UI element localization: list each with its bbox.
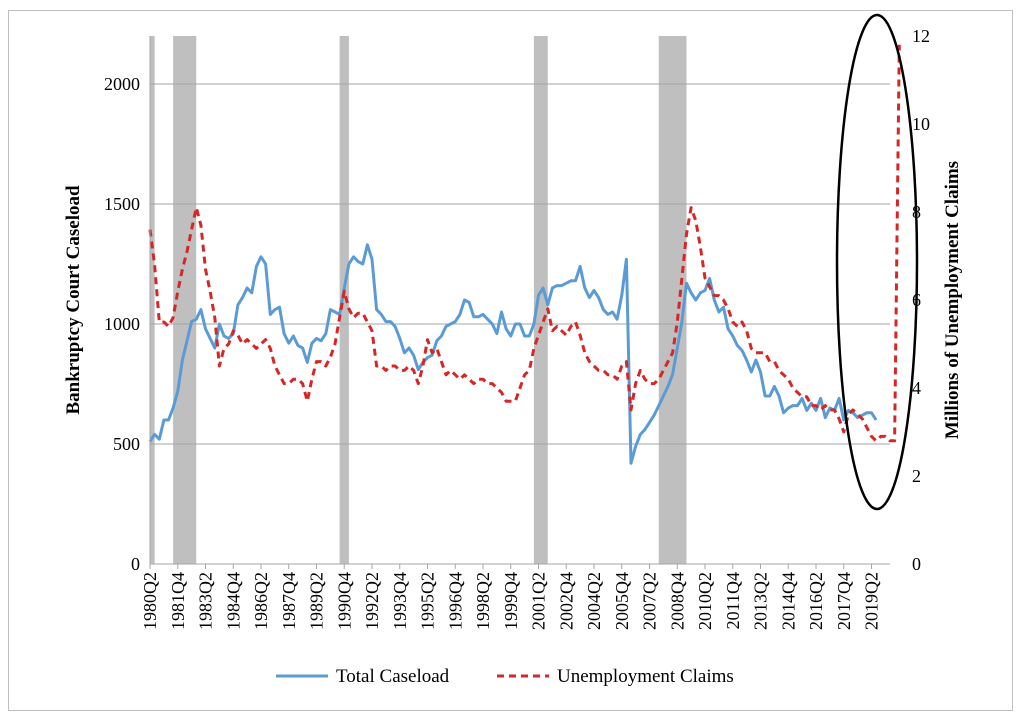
- x-tick-label-2: 1983Q2: [196, 572, 216, 630]
- left-tick-label-3: 1500: [104, 194, 140, 214]
- legend-label-caseload: Total Caseload: [336, 666, 450, 687]
- recession-band-2: [339, 36, 349, 564]
- highlight-ellipse: [835, 13, 919, 511]
- recession-band-0: [150, 36, 155, 564]
- x-tick-label-23: 2014Q4: [778, 572, 798, 630]
- gridlines: [150, 83, 890, 445]
- chart-frame: [8, 10, 1013, 711]
- x-axis-ticks: 1980Q2 1981Q4 1983Q2 1984Q4 1986Q2 1987Q4 1989…: [140, 564, 882, 630]
- series-lines: [148, 44, 901, 465]
- right-axis-title: Millions of Unemployment Claims: [942, 161, 963, 439]
- recession-band-1: [173, 36, 197, 564]
- x-tick-label-20: 2010Q2: [695, 572, 715, 630]
- x-tick-label-6: 1989Q2: [307, 572, 327, 630]
- x-tick-label-1: 1981Q4: [168, 572, 188, 630]
- x-tick-label-12: 1998Q2: [473, 572, 493, 630]
- x-tick-label-19: 2008Q4: [667, 572, 687, 630]
- x-tick-label-0: 1980Q2: [140, 572, 160, 630]
- right-tick-label-0: 0: [912, 554, 921, 574]
- series-line-total-caseload: [148, 243, 878, 465]
- left-tick-label-2: 1000: [104, 314, 140, 334]
- x-tick-label-11: 1996Q4: [445, 572, 465, 630]
- x-tick-label-17: 2005Q4: [612, 572, 632, 630]
- recession-shading: [150, 36, 687, 564]
- left-tick-label-0: 0: [131, 554, 140, 574]
- right-tick-label-5: 10: [912, 114, 930, 134]
- recession-band-4: [658, 36, 687, 564]
- legend-label-claims: Unemployment Claims: [557, 666, 734, 687]
- x-tick-label-4: 1986Q2: [251, 572, 271, 630]
- x-tick-label-8: 1992Q2: [362, 572, 382, 630]
- right-tick-label-2: 4: [912, 378, 921, 398]
- x-tick-label-26: 2019Q2: [862, 572, 882, 630]
- legend: Total Caseload Unemployment Claims: [276, 666, 734, 687]
- x-tick-label-24: 2016Q2: [806, 572, 826, 630]
- left-tick-label-1: 500: [113, 434, 140, 454]
- x-tick-label-14: 2001Q2: [529, 572, 549, 630]
- left-axis-ticks: 0 500 1000 1500 2000: [104, 74, 140, 574]
- x-tick-label-18: 2007Q2: [640, 572, 660, 630]
- right-tick-label-1: 2: [912, 466, 921, 486]
- recession-band-3: [533, 36, 548, 564]
- x-tick-label-13: 1999Q4: [501, 572, 521, 630]
- x-tick-label-15: 2002Q4: [556, 572, 576, 630]
- x-tick-label-25: 2017Q4: [834, 572, 854, 630]
- x-tick-label-10: 1995Q2: [418, 572, 438, 630]
- series-line-unemployment-claims: [148, 44, 901, 443]
- left-tick-label-4: 2000: [104, 74, 140, 94]
- left-axis-title: Bankruptcy Court Caseload: [63, 185, 84, 415]
- x-tick-label-16: 2004Q2: [584, 572, 604, 630]
- right-tick-label-6: 12: [912, 26, 930, 46]
- x-tick-label-7: 1990Q4: [334, 572, 354, 630]
- x-tick-label-5: 1987Q4: [279, 572, 299, 630]
- x-tick-label-9: 1993Q4: [390, 572, 410, 630]
- x-tick-label-3: 1984Q4: [223, 572, 243, 630]
- x-tick-label-22: 2013Q2: [751, 572, 771, 630]
- x-tick-label-21: 2011Q4: [723, 572, 743, 629]
- axes: [149, 36, 890, 565]
